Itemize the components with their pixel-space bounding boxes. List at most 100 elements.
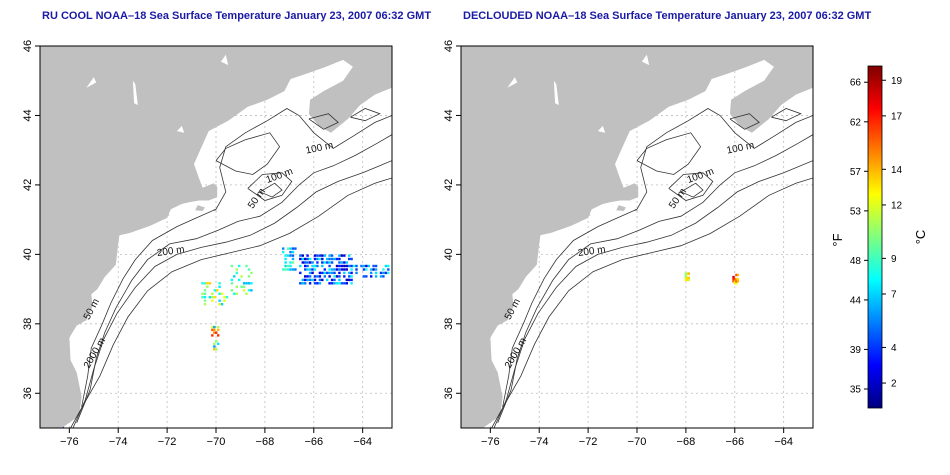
sst-pixel <box>333 278 336 282</box>
sst-pixel <box>330 254 334 257</box>
sst-pixel <box>203 296 207 299</box>
sst-pixel <box>218 292 221 295</box>
sst-pixel <box>230 278 234 282</box>
sst-pixel <box>223 296 226 299</box>
sst-pixel <box>348 264 351 268</box>
land-mass <box>461 46 813 428</box>
basin-contour <box>247 172 293 201</box>
y-tick-label: 40 <box>22 248 34 260</box>
sst-pixel <box>313 268 317 271</box>
sst-pixel <box>338 271 341 275</box>
basin-contour <box>215 132 281 175</box>
land-mass <box>40 46 392 428</box>
sst-pixel <box>242 289 246 292</box>
island <box>616 205 626 211</box>
sst-pixel <box>343 264 346 268</box>
sst-pixel <box>242 282 246 285</box>
sst-pixel <box>343 268 346 271</box>
sst-pixel <box>201 282 204 285</box>
sst-pixel <box>343 254 346 257</box>
sst-pixel <box>328 275 331 278</box>
sst-pixel <box>230 264 234 268</box>
sst-pixel <box>374 275 378 278</box>
x-tick-label: −66 <box>725 436 744 448</box>
sst-pixel <box>311 268 314 271</box>
sst-pixel <box>733 278 737 281</box>
sst-pixel <box>238 278 241 282</box>
x-tick-label: −68 <box>256 436 275 448</box>
sst-pixel <box>240 275 243 278</box>
sst-pixel <box>250 289 253 292</box>
sst-pixel <box>352 264 356 268</box>
sst-pixel <box>304 278 307 282</box>
sst-pixel <box>328 257 331 261</box>
isobath-100m <box>497 134 813 423</box>
sst-pixel <box>350 275 353 278</box>
sst-pixel <box>218 285 221 288</box>
sst-pixel <box>311 271 314 275</box>
x-tick-label: −68 <box>677 436 696 448</box>
sst-pixel <box>350 278 353 282</box>
sst-pixel <box>304 275 307 278</box>
sst-pixel <box>338 278 341 282</box>
sst-pixel <box>245 292 248 295</box>
sst-pixel <box>211 328 214 332</box>
sst-pixel <box>333 257 336 261</box>
sst-pixel <box>735 273 738 277</box>
sst-pixel <box>313 275 317 278</box>
y-tick-label: 40 <box>443 248 455 260</box>
sst-pixel <box>250 282 253 285</box>
isobath-50m <box>81 108 392 408</box>
sst-pixel <box>321 278 324 282</box>
sst-pixel <box>220 292 224 295</box>
sst-pixel <box>208 282 212 285</box>
sst-pixel <box>370 275 373 278</box>
sst-pixel <box>330 268 334 271</box>
sst-pixel <box>308 271 312 275</box>
sst-pixel <box>735 280 738 283</box>
sst-pixel <box>299 254 302 257</box>
isobath-contours <box>491 108 813 428</box>
sst-pixel <box>736 273 740 277</box>
sst-pixel <box>299 282 302 285</box>
sst-pixel <box>284 268 287 271</box>
sst-pixel <box>345 268 348 271</box>
sst-pixel <box>211 296 214 299</box>
sst-pixel <box>225 296 229 299</box>
sst-pixel <box>340 282 344 285</box>
sst-pixel <box>211 292 214 295</box>
sst-pixel <box>213 331 216 334</box>
sst-pixel <box>330 271 334 275</box>
sst-pixel <box>203 282 207 285</box>
sst-pixel <box>282 268 285 271</box>
sst-pixel <box>348 271 351 275</box>
sst-pixel <box>374 271 378 275</box>
sst-pixel <box>335 264 339 268</box>
sst-pixel <box>382 275 385 278</box>
sst-pixel <box>211 299 214 302</box>
sst-pixel <box>687 276 690 279</box>
sst-pixel <box>306 275 309 278</box>
sst-pixel <box>215 348 218 351</box>
sst-pixel <box>365 264 368 268</box>
sst-pixel <box>328 264 331 268</box>
sst-pixel <box>379 271 383 275</box>
sst-pixel <box>318 257 322 261</box>
sst-pixel <box>686 278 689 282</box>
sst-pixel <box>338 254 341 257</box>
basin-contour <box>680 182 704 198</box>
sst-pixel <box>684 274 688 277</box>
sst-pixel <box>370 268 373 271</box>
sst-pixel <box>220 303 224 306</box>
sst-pixel <box>321 257 324 261</box>
sst-pixel <box>306 261 309 264</box>
x-tick-label: −72 <box>579 436 598 448</box>
sst-pixel <box>217 334 220 337</box>
sst-pixel <box>321 271 324 275</box>
sst-pixel <box>318 278 322 282</box>
x-tick-label: −70 <box>207 436 226 448</box>
sst-pixel <box>215 331 218 334</box>
sst-pixel <box>203 299 207 302</box>
sst-pixel <box>338 268 341 271</box>
